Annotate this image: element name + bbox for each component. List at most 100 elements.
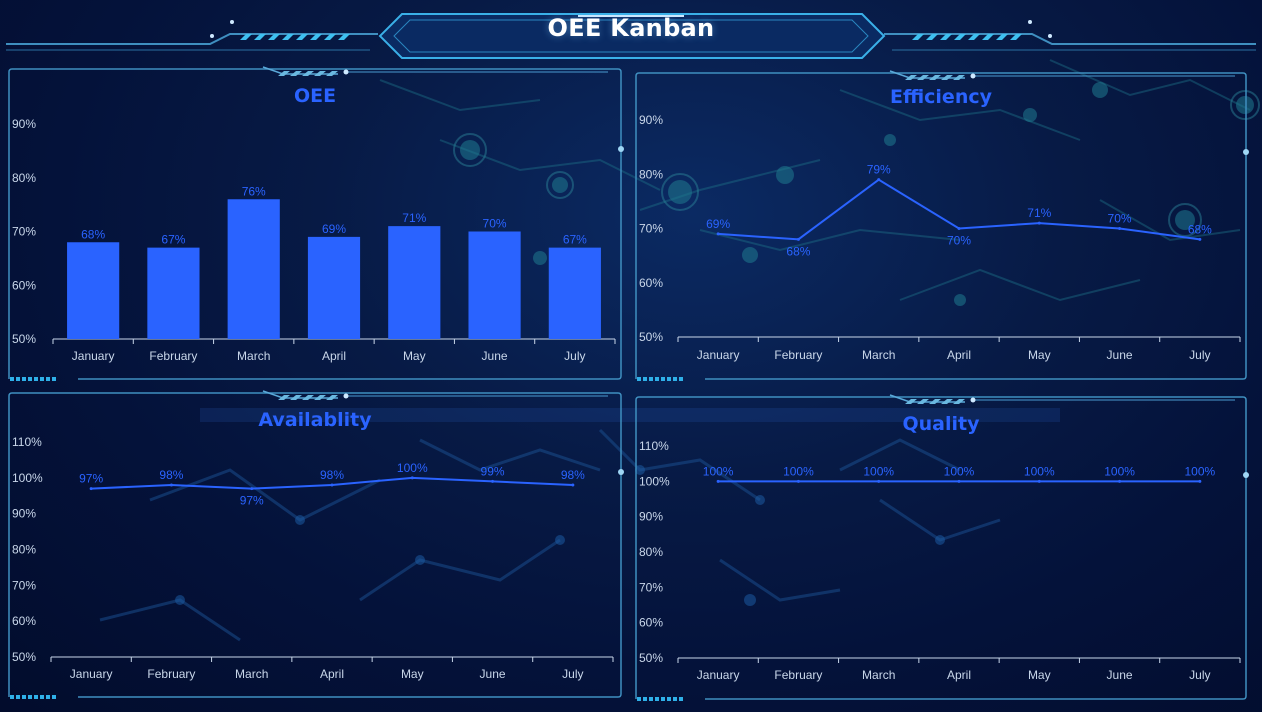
corner-tick xyxy=(326,71,338,76)
x-tick-label: February xyxy=(774,348,822,362)
y-tick-label: 80% xyxy=(12,543,36,557)
quality-line-chart: 50% 60% 70% 80% 90% 100% 110% January February Ma… xyxy=(635,394,1249,701)
data-label: 70% xyxy=(483,217,507,231)
series-line xyxy=(718,178,1200,241)
data-label: 71% xyxy=(402,211,426,225)
corner-tick xyxy=(953,75,965,80)
x-tick-label: January xyxy=(72,349,115,363)
availability-line-chart: 50% 60% 70% 80% 90% 100% 110% January February Ma… xyxy=(8,390,624,699)
panel-bottom-dash xyxy=(649,377,653,381)
y-tick-label: 110% xyxy=(12,435,42,449)
panel-bottom-dash xyxy=(46,695,50,699)
panel-corner-line xyxy=(889,70,965,79)
panel-top-dot xyxy=(970,73,976,79)
data-label: 100% xyxy=(783,464,814,478)
data-label: 100% xyxy=(397,461,428,475)
data-point xyxy=(957,479,961,483)
data-label: 98% xyxy=(561,468,585,482)
corner-tick xyxy=(290,395,302,400)
panel-bottom-dash xyxy=(655,377,659,381)
bar xyxy=(227,199,280,339)
panel-bottom-dash xyxy=(673,697,677,701)
data-label: 100% xyxy=(1024,464,1055,478)
panel-side-dot xyxy=(618,146,624,152)
oee-panel: OEE 50% 60% 70% 80% 90% January February March A… xyxy=(8,66,624,381)
data-point xyxy=(957,227,961,230)
x-tick-label: March xyxy=(237,349,270,363)
panel-bottom-dash xyxy=(637,377,641,381)
x-tick-label: June xyxy=(1107,348,1133,362)
panel-bottom-dash xyxy=(10,695,14,699)
data-label: 100% xyxy=(863,464,894,478)
y-tick-label: 60% xyxy=(639,276,663,290)
data-label: 100% xyxy=(1185,464,1216,478)
panel-bottom-dash xyxy=(22,695,26,699)
x-tick-label: May xyxy=(1028,668,1051,682)
x-tick-label: January xyxy=(697,668,740,682)
panel-bottom-dash xyxy=(28,377,32,381)
panel-title-availability: Availablity xyxy=(258,409,372,431)
panel-border xyxy=(635,72,1247,380)
panel-bottom-dash xyxy=(655,697,659,701)
data-label: 70% xyxy=(947,234,971,248)
data-label: 68% xyxy=(81,227,105,241)
bar xyxy=(67,242,120,339)
y-tick-label: 60% xyxy=(639,616,663,630)
quality-panel: Quality 50% 60% 70% 80% 90% 100% 110% January Fe… xyxy=(635,394,1249,701)
data-label: 99% xyxy=(481,464,505,478)
y-tick-label: 60% xyxy=(12,614,36,628)
x-tick-label: April xyxy=(947,668,971,682)
data-point xyxy=(89,487,93,491)
panel-bottom-dash xyxy=(673,377,677,381)
data-point xyxy=(491,479,495,483)
panel-top-dot xyxy=(343,69,349,75)
x-tick-label: January xyxy=(70,667,113,681)
panel-top-dot xyxy=(343,393,349,399)
bar xyxy=(307,236,361,339)
corner-tick xyxy=(941,399,953,404)
corner-tick xyxy=(314,395,326,400)
x-tick-label: March xyxy=(235,667,268,681)
data-label: 70% xyxy=(1108,212,1132,226)
data-label: 79% xyxy=(867,163,891,177)
y-tick-label: 70% xyxy=(12,225,36,239)
bar xyxy=(147,247,200,339)
data-label: 69% xyxy=(706,217,730,231)
y-tick-label: 90% xyxy=(639,113,663,127)
data-point xyxy=(169,483,173,487)
x-tick-label: May xyxy=(1028,348,1051,362)
corner-tick xyxy=(290,71,302,76)
bar xyxy=(468,231,521,339)
panel-bottom-dash xyxy=(40,377,44,381)
corner-tick xyxy=(905,75,917,80)
data-label: 68% xyxy=(1188,222,1212,236)
panel-bottom-dash xyxy=(46,377,50,381)
x-tick-label: April xyxy=(322,349,346,363)
panel-bottom-dash xyxy=(661,697,665,701)
x-tick-label: June xyxy=(1107,668,1133,682)
x-tick-label: February xyxy=(774,668,822,682)
data-point xyxy=(1198,479,1202,483)
y-tick-label: 80% xyxy=(639,545,663,559)
panel-bottom-dash xyxy=(637,697,641,701)
data-point xyxy=(716,479,720,483)
data-point xyxy=(410,476,414,480)
x-tick-label: July xyxy=(1189,348,1210,362)
corner-tick xyxy=(326,395,338,400)
data-label: 98% xyxy=(159,468,183,482)
panel-bottom-dash xyxy=(643,697,647,701)
data-point xyxy=(1198,237,1202,241)
x-tick-label: May xyxy=(401,667,424,681)
panel-bottom-dash xyxy=(52,377,56,381)
panel-bottom-dash xyxy=(649,697,653,701)
panel-bottom-dash xyxy=(40,695,44,699)
data-label: 100% xyxy=(703,464,734,478)
corner-tick xyxy=(278,395,290,400)
x-tick-label: January xyxy=(697,348,740,362)
panel-bottom-dash xyxy=(22,377,26,381)
data-point xyxy=(716,232,720,236)
panel-bottom-dash xyxy=(679,377,683,381)
data-point xyxy=(571,483,575,487)
data-point xyxy=(330,483,334,487)
panel-title-oee: OEE xyxy=(293,85,337,107)
